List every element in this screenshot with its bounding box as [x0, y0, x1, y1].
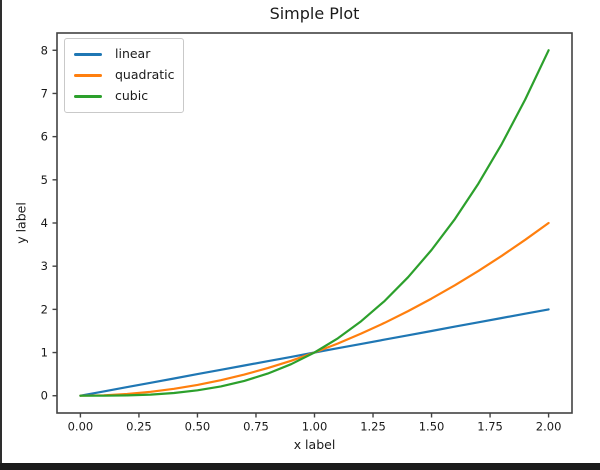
- x-tick-label: 1.25: [360, 420, 386, 434]
- legend-swatch-quadratic: [74, 74, 102, 77]
- y-tick-label: 7: [41, 86, 48, 100]
- legend-label: cubic: [115, 88, 149, 104]
- x-tick-label: 2.00: [536, 420, 562, 434]
- y-tick-label: 5: [41, 173, 48, 187]
- x-tick-label: 0.25: [126, 420, 152, 434]
- y-tick-label: 8: [41, 43, 48, 57]
- y-tick-label: 1: [41, 346, 48, 360]
- bottom-border-bar: [0, 463, 600, 470]
- legend: linear quadratic cubic: [64, 38, 184, 113]
- x-tick-label: 0.75: [243, 420, 269, 434]
- series-line-quadratic: [79, 221, 550, 397]
- x-tick-label: 0.50: [185, 420, 211, 434]
- y-tick-label: 6: [41, 130, 48, 144]
- legend-entry-linear: linear: [65, 44, 183, 65]
- y-tick-label: 0: [41, 389, 48, 403]
- legend-swatch-cubic: [74, 95, 102, 98]
- x-tick-label: 1.50: [419, 420, 445, 434]
- x-axis-label: x label: [293, 437, 336, 452]
- x-tick-label: 1.00: [302, 420, 328, 434]
- y-axis-label: y label: [13, 202, 29, 244]
- x-tick-label: 0.00: [68, 420, 94, 434]
- left-border-line: [0, 0, 2, 470]
- x-tick-label: 1.75: [477, 420, 503, 434]
- legend-swatch-linear: [74, 53, 102, 56]
- y-tick-label: 3: [41, 259, 48, 273]
- legend-label: quadratic: [115, 67, 175, 83]
- legend-entry-quadratic: quadratic: [65, 65, 183, 86]
- y-tick-label: 2: [41, 302, 48, 316]
- y-tick-label: 4: [41, 216, 48, 230]
- series-line-cubic: [79, 49, 550, 397]
- legend-entry-cubic: cubic: [65, 86, 183, 107]
- chart-title: Simple Plot: [269, 4, 360, 23]
- legend-label: linear: [115, 46, 151, 62]
